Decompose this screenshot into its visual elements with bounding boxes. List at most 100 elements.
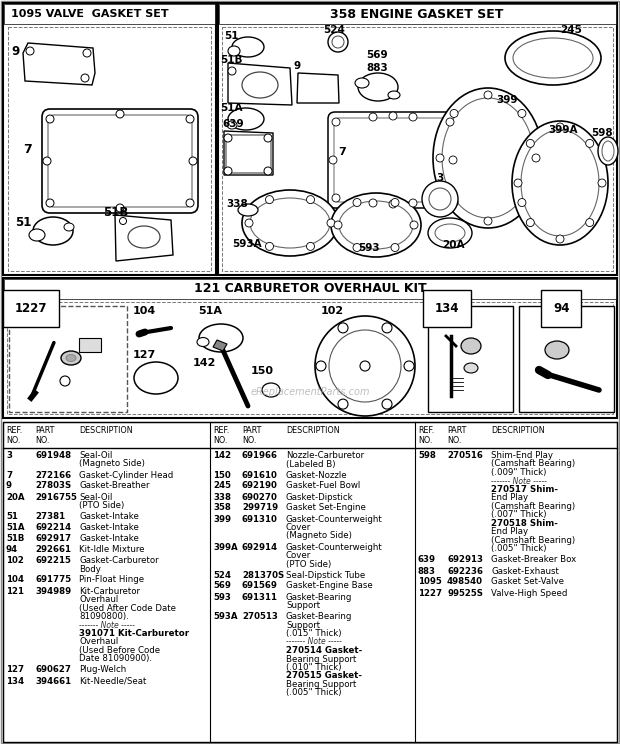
Ellipse shape (545, 341, 569, 359)
Text: 391071 Kit-Carburetor: 391071 Kit-Carburetor (79, 629, 189, 638)
Bar (428, 306, 513, 412)
Text: Gasket-Breather: Gasket-Breather (79, 481, 149, 490)
Text: 9: 9 (294, 61, 301, 71)
Ellipse shape (186, 115, 194, 123)
Text: DESCRIPTION: DESCRIPTION (491, 426, 544, 435)
Text: Gasket-Bearing: Gasket-Bearing (286, 592, 352, 601)
Text: 690627: 690627 (35, 665, 71, 675)
Text: 51A: 51A (220, 103, 242, 113)
Text: 127: 127 (133, 350, 156, 360)
Text: Gasket-Carburetor: Gasket-Carburetor (79, 556, 159, 565)
Text: 569: 569 (213, 582, 231, 591)
Text: 142: 142 (213, 451, 231, 460)
Ellipse shape (332, 36, 344, 48)
Ellipse shape (338, 399, 348, 409)
Text: 3: 3 (6, 451, 12, 460)
Text: Gasket Set-Engine: Gasket Set-Engine (286, 504, 366, 513)
Text: Date 81090900).: Date 81090900). (79, 655, 152, 664)
Bar (3, 3, 216, 275)
Ellipse shape (484, 217, 492, 225)
Text: 281370S: 281370S (242, 571, 284, 580)
Ellipse shape (228, 108, 264, 130)
Ellipse shape (316, 361, 326, 371)
Text: 883: 883 (418, 566, 436, 576)
Text: 150: 150 (213, 470, 231, 479)
Ellipse shape (556, 235, 564, 243)
Ellipse shape (306, 196, 314, 204)
Ellipse shape (64, 223, 74, 231)
Text: 692914: 692914 (242, 542, 278, 551)
Text: 51B: 51B (103, 206, 128, 219)
FancyBboxPatch shape (328, 112, 458, 208)
FancyBboxPatch shape (42, 109, 198, 213)
Text: Cover: Cover (286, 551, 311, 560)
Text: 338: 338 (226, 199, 248, 209)
Text: 142: 142 (193, 358, 216, 368)
Text: 691311: 691311 (242, 592, 278, 601)
Ellipse shape (409, 113, 417, 121)
Text: (Camshaft Bearing): (Camshaft Bearing) (491, 460, 575, 469)
Ellipse shape (514, 179, 522, 187)
Text: 569: 569 (366, 50, 388, 60)
Text: 593: 593 (358, 243, 379, 253)
Ellipse shape (242, 72, 278, 98)
Text: 9: 9 (11, 45, 19, 58)
Ellipse shape (556, 123, 564, 131)
Text: 639: 639 (418, 556, 436, 565)
Text: (Camshaft Bearing): (Camshaft Bearing) (491, 502, 575, 511)
Text: 883: 883 (366, 63, 388, 73)
Text: Overhaul: Overhaul (79, 638, 118, 647)
Ellipse shape (446, 118, 454, 126)
Text: Gasket-Intake: Gasket-Intake (79, 534, 139, 543)
Text: (Camshaft Bearing): (Camshaft Bearing) (491, 536, 575, 545)
Text: 270516: 270516 (447, 451, 483, 460)
Text: REF.
NO.: REF. NO. (418, 426, 434, 446)
Ellipse shape (224, 134, 232, 142)
Bar (4, 4, 215, 24)
Ellipse shape (227, 121, 237, 129)
Ellipse shape (518, 199, 526, 207)
Text: eReplacementParts.com: eReplacementParts.com (250, 387, 370, 397)
Text: 593A: 593A (232, 239, 262, 249)
Polygon shape (115, 215, 173, 261)
Polygon shape (23, 43, 95, 85)
Text: 51: 51 (15, 216, 32, 229)
Bar (7, 302, 613, 414)
Ellipse shape (602, 141, 614, 161)
Text: ------- Note -----: ------- Note ----- (491, 476, 547, 486)
Ellipse shape (358, 73, 398, 101)
Ellipse shape (433, 88, 543, 228)
Polygon shape (224, 131, 273, 175)
Text: Gasket-Intake: Gasket-Intake (79, 512, 139, 521)
Ellipse shape (199, 324, 243, 352)
Bar (3, 278, 617, 418)
Text: Gasket-Counterweight: Gasket-Counterweight (286, 542, 383, 551)
Polygon shape (228, 63, 292, 105)
Ellipse shape (265, 196, 273, 204)
Ellipse shape (338, 323, 348, 333)
Ellipse shape (43, 157, 51, 165)
Ellipse shape (598, 179, 606, 187)
Text: Bearing Support: Bearing Support (286, 655, 356, 664)
Text: 20A: 20A (442, 240, 464, 250)
Text: 9: 9 (6, 481, 12, 490)
Text: (.015" Thick): (.015" Thick) (286, 629, 342, 638)
Ellipse shape (410, 221, 418, 229)
Ellipse shape (250, 198, 330, 248)
Text: 1227: 1227 (15, 302, 48, 315)
Text: Kit-Idle Mixture: Kit-Idle Mixture (79, 545, 144, 554)
Text: 81090800).: 81090800). (79, 612, 129, 621)
Text: Pin-Float Hinge: Pin-Float Hinge (79, 576, 144, 585)
Text: 27803S: 27803S (35, 481, 71, 490)
Ellipse shape (449, 156, 457, 164)
Ellipse shape (189, 157, 197, 165)
Text: 7: 7 (338, 147, 346, 157)
Ellipse shape (116, 110, 124, 118)
Text: 338: 338 (213, 493, 231, 501)
Text: 690270: 690270 (242, 493, 278, 501)
Text: 394989: 394989 (35, 586, 71, 595)
Text: 3: 3 (436, 173, 443, 183)
Text: 102: 102 (321, 306, 344, 316)
Text: 593: 593 (213, 592, 231, 601)
Text: 121 CARBURETOR OVERHAUL KIT: 121 CARBURETOR OVERHAUL KIT (193, 283, 427, 295)
